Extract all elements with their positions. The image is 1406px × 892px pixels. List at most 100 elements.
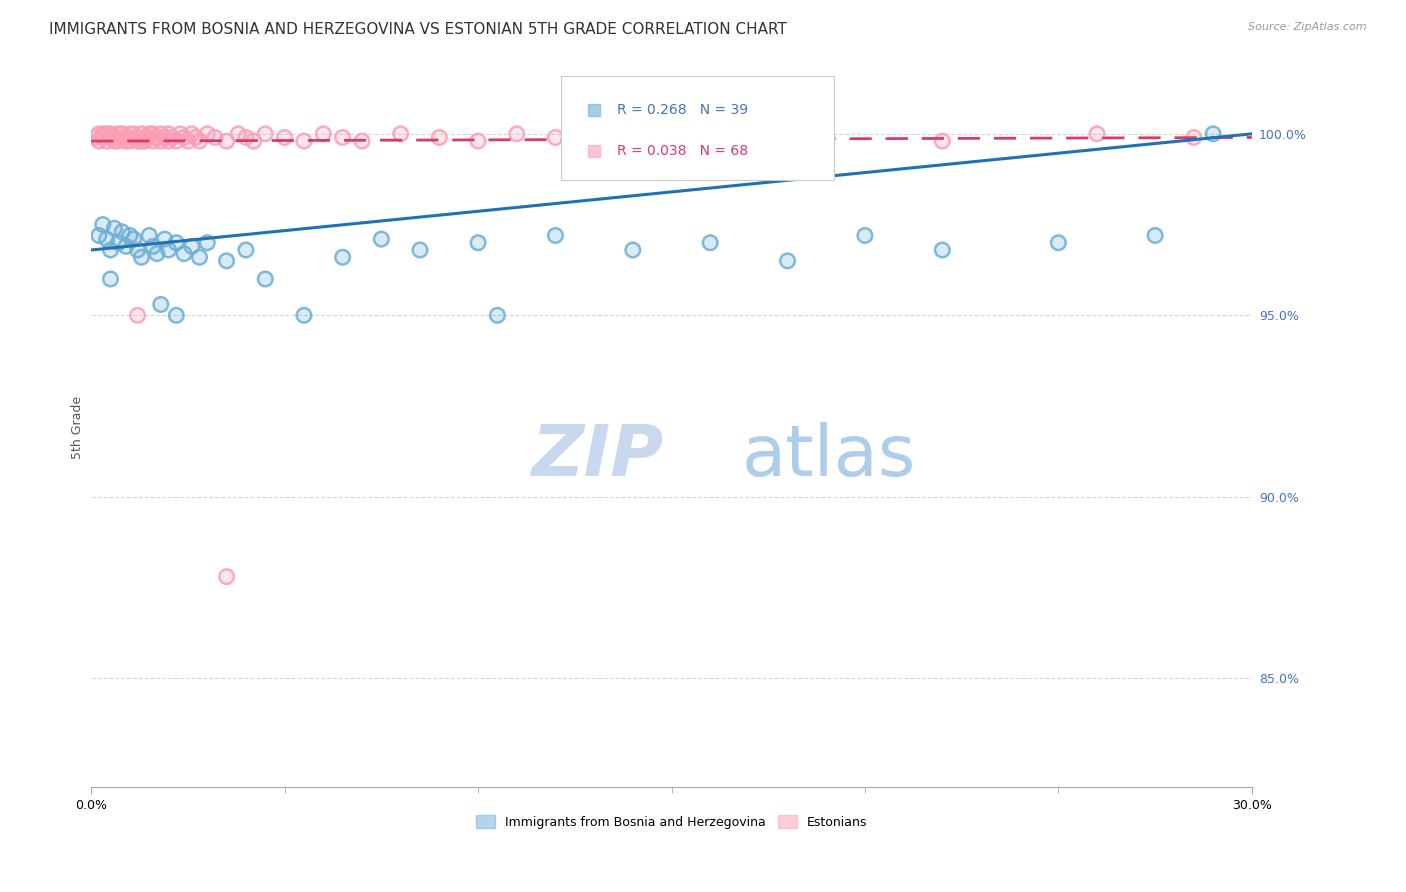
Point: [100, 243, 122, 257]
Point: [188, 250, 211, 264]
Point: [118, 127, 141, 141]
Point: [157, 127, 180, 141]
Point: [138, 127, 160, 141]
Point: [111, 127, 134, 141]
Point: [146, 246, 169, 260]
Point: [350, 134, 373, 148]
Point: [107, 127, 129, 141]
Point: [111, 127, 134, 141]
Point: [429, 130, 451, 145]
Point: [118, 228, 141, 243]
Point: [776, 130, 799, 145]
Point: [149, 297, 172, 311]
Point: [1202, 127, 1225, 141]
Point: [100, 130, 122, 145]
Point: [118, 134, 141, 148]
Point: [96, 127, 118, 141]
Point: [254, 272, 277, 286]
Point: [226, 127, 249, 141]
Point: [149, 134, 172, 148]
Point: [118, 134, 141, 148]
Point: [931, 243, 953, 257]
Point: [621, 134, 644, 148]
Point: [235, 243, 257, 257]
Point: [87, 228, 110, 243]
Point: [142, 134, 165, 148]
Point: [195, 235, 218, 250]
Point: [1085, 127, 1108, 141]
Point: [111, 130, 134, 145]
Point: [215, 134, 238, 148]
Point: [162, 130, 184, 145]
Point: [235, 130, 257, 145]
Point: [149, 134, 172, 148]
Point: [142, 127, 165, 141]
Point: [853, 228, 876, 243]
Point: [100, 127, 122, 141]
Point: [115, 130, 138, 145]
Point: [165, 134, 187, 148]
Text: R = 0.268   N = 39: R = 0.268 N = 39: [617, 103, 748, 117]
Text: R = 0.038   N = 68: R = 0.038 N = 68: [617, 145, 748, 158]
Point: [157, 243, 180, 257]
Point: [103, 221, 125, 235]
Point: [215, 253, 238, 268]
Point: [131, 127, 153, 141]
Point: [91, 130, 114, 145]
Point: [127, 134, 149, 148]
Point: [215, 569, 238, 583]
Point: [486, 308, 509, 322]
Point: [1182, 130, 1205, 145]
Point: [776, 253, 799, 268]
Point: [84, 130, 107, 145]
Point: [332, 250, 354, 264]
Point: [115, 239, 138, 253]
Point: [103, 134, 125, 148]
Point: [409, 243, 432, 257]
Point: [1202, 127, 1225, 141]
Point: [332, 130, 354, 145]
Point: [100, 272, 122, 286]
Point: [96, 232, 118, 246]
Point: [173, 130, 195, 145]
Point: [127, 308, 149, 322]
Point: [169, 127, 191, 141]
Point: [138, 130, 160, 145]
Point: [254, 127, 277, 141]
Point: [91, 218, 114, 232]
Y-axis label: 5th Grade: 5th Grade: [72, 396, 84, 459]
Point: [506, 127, 529, 141]
Point: [544, 130, 567, 145]
Point: [332, 130, 354, 145]
Point: [169, 127, 191, 141]
Point: [188, 250, 211, 264]
Point: [149, 127, 172, 141]
Point: [100, 127, 122, 141]
Point: [103, 221, 125, 235]
FancyBboxPatch shape: [561, 76, 834, 180]
Point: [107, 134, 129, 148]
Point: [165, 235, 187, 250]
Point: [162, 130, 184, 145]
Point: [91, 127, 114, 141]
Point: [111, 225, 134, 239]
Point: [467, 235, 489, 250]
Point: [165, 308, 187, 322]
Point: [157, 127, 180, 141]
Point: [242, 134, 264, 148]
Point: [107, 235, 129, 250]
Point: [173, 246, 195, 260]
Point: [134, 134, 156, 148]
Point: [506, 127, 529, 141]
Point: [1047, 235, 1070, 250]
Text: IMMIGRANTS FROM BOSNIA AND HERZEGOVINA VS ESTONIAN 5TH GRADE CORRELATION CHART: IMMIGRANTS FROM BOSNIA AND HERZEGOVINA V…: [49, 22, 787, 37]
Point: [157, 134, 180, 148]
Text: atlas: atlas: [741, 422, 915, 491]
Point: [853, 228, 876, 243]
Point: [118, 228, 141, 243]
Point: [138, 228, 160, 243]
Point: [142, 239, 165, 253]
Point: [204, 130, 226, 145]
Point: [96, 127, 118, 141]
Point: [107, 134, 129, 148]
